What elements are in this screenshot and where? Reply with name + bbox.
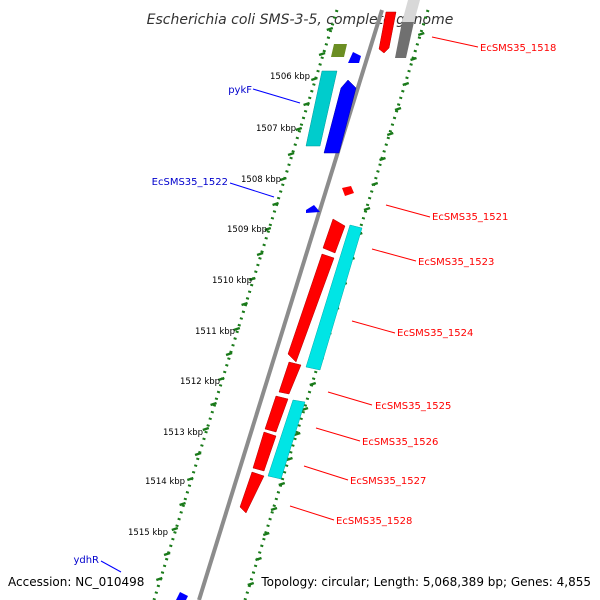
tick-labels: 1506 kbp 1507 kbp 1508 kbp 1509 kbp 1510… [128, 72, 310, 538]
outer-dash [371, 181, 379, 187]
tick-label-1506: 1506 kbp [270, 72, 310, 82]
gene-cyan-pykf [305, 70, 338, 147]
tick-mark [179, 501, 186, 507]
gene-red-long [287, 253, 335, 363]
leader-ecsms35-1524 [351, 320, 396, 334]
gene-ecsms35-1518-gray [395, 22, 414, 58]
label-ecsms35-1528: EcSMS35_1528 [336, 516, 412, 527]
gene-ecsms35-1518-red [378, 11, 397, 54]
label-ecsms35-1526: EcSMS35_1526 [362, 437, 438, 448]
tick-mark [155, 576, 163, 582]
leader-lines [100, 36, 479, 573]
gene-ecsms35-1526-red [264, 395, 289, 433]
gene-blue-small-top [348, 52, 361, 63]
label-ydhr: ydhR [73, 555, 99, 566]
label-ecsms35-1522: EcSMS35_1522 [152, 177, 228, 188]
tick-mark [194, 451, 202, 457]
label-ecsms35-1523: EcSMS35_1523 [418, 257, 494, 268]
label-ecsms35-1521: EcSMS35_1521 [432, 212, 508, 223]
tick-mark [186, 476, 194, 482]
tick-label-1507: 1507 kbp [256, 124, 296, 134]
tick-label-1510: 1510 kbp [212, 276, 252, 286]
tick-mark [163, 551, 171, 557]
label-ecsms35-1524: EcSMS35_1524 [397, 328, 473, 339]
topology-text: Topology: circular; Length: 5,068,389 bp… [260, 575, 591, 589]
tick-mark [279, 176, 287, 182]
gene-labels: EcSMS35_1518 EcSMS35_1521 EcSMS35_1523 E… [73, 43, 556, 566]
outer-dash [417, 31, 425, 37]
leader-ecsms35-1523 [371, 248, 417, 262]
gene-olive-block [331, 44, 347, 57]
gene-ecsms35-1527-cyan [267, 399, 306, 480]
leader-ydhr [100, 560, 122, 573]
outer-dash [286, 456, 293, 462]
gene-ydhr-blue [176, 592, 188, 600]
gene-ecsms35-1525-red [278, 361, 302, 395]
accession-text: Accession: NC_010498 [8, 575, 144, 589]
leader-ecsms35-1521 [385, 204, 431, 218]
genome-backbone [197, 9, 384, 600]
tick-label-1515: 1515 kbp [128, 528, 168, 538]
tick-mark [256, 251, 264, 257]
tick-label-1513: 1513 kbp [163, 428, 203, 438]
tick-mark [210, 401, 217, 407]
gene-gray-top-light [402, 0, 420, 22]
outer-dash [270, 506, 278, 512]
outer-dash [386, 131, 394, 137]
tick-mark [326, 26, 334, 32]
gene-ecsms35-1522-blue [306, 205, 320, 213]
gene-ecsms35-1521-red [342, 186, 354, 196]
tick-mark [295, 126, 303, 132]
label-ecsms35-1518: EcSMS35_1518 [480, 43, 556, 54]
leader-ecsms35-1526 [315, 427, 361, 442]
gene-ecsms35-1523-red [322, 218, 346, 254]
outer-dash [278, 481, 286, 487]
tick-mark [310, 76, 318, 82]
outer-dash [363, 206, 371, 212]
tick-mark [225, 351, 233, 357]
tick-mark [248, 276, 256, 282]
outer-dash [309, 381, 317, 387]
outer-dash [301, 406, 309, 412]
leader-ecsms35-1527 [303, 465, 349, 481]
tick-mark [202, 426, 210, 432]
label-ecsms35-1527: EcSMS35_1527 [350, 476, 426, 487]
tick-mark [303, 101, 310, 107]
tick-mark [241, 301, 248, 307]
outer-dash [247, 581, 255, 587]
tick-mark [217, 376, 225, 382]
leader-ecsms35-1522 [229, 182, 275, 198]
tick-mark [264, 226, 272, 232]
tick-mark [287, 151, 295, 157]
leader-pykf [252, 88, 301, 104]
tick-label-1508: 1508 kbp [241, 175, 281, 185]
tick-mark [171, 526, 179, 532]
outer-dash [379, 156, 386, 162]
tick-mark [233, 326, 241, 332]
outer-dash [255, 556, 262, 562]
outer-dash [293, 431, 301, 437]
tick-label-1514: 1514 kbp [145, 477, 185, 487]
tick-marks [155, 26, 334, 582]
gene-features [176, 0, 420, 600]
label-ecsms35-1525: EcSMS35_1525 [375, 401, 451, 412]
outer-dash [410, 56, 417, 62]
outer-dash [394, 106, 402, 112]
outer-dash [262, 531, 270, 537]
leader-ecsms35-1525 [327, 391, 373, 406]
gene-ecsms35-1524-cyan [305, 224, 363, 371]
tick-label-1509: 1509 kbp [227, 225, 267, 235]
gene-red-lower [252, 431, 277, 472]
tick-mark [272, 201, 279, 207]
tick-mark [318, 51, 326, 57]
outer-dash [402, 81, 410, 87]
tick-label-1512: 1512 kbp [180, 377, 220, 387]
tick-label-1511: 1511 kbp [195, 327, 235, 337]
leader-ecsms35-1528 [289, 505, 335, 521]
gene-pykf-blue [323, 79, 357, 154]
leader-ecsms35-1518 [431, 36, 479, 48]
label-pykf: pykF [228, 85, 252, 96]
gene-ecsms35-1528-red [239, 471, 265, 514]
